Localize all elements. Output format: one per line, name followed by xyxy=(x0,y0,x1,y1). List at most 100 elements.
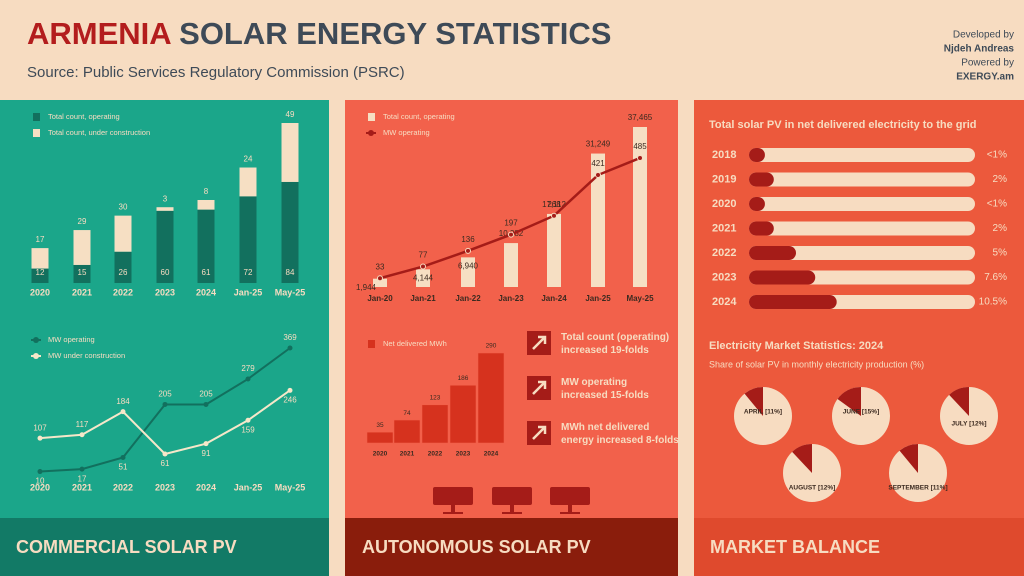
data-label: 91 xyxy=(202,449,211,458)
bar-segment xyxy=(114,215,132,252)
chart-subtitle: Share of solar PV in monthly electricity… xyxy=(709,359,924,369)
legend-label: MW under construction xyxy=(48,351,125,360)
point xyxy=(287,387,293,393)
data-label: 77 xyxy=(419,251,428,260)
bar xyxy=(504,243,518,287)
legend-label: Total count, operating xyxy=(383,112,455,121)
data-label: 184 xyxy=(116,397,130,406)
point xyxy=(637,155,643,161)
pie-slice xyxy=(792,444,812,473)
data-label: 24 xyxy=(244,155,253,164)
bar-track xyxy=(749,197,975,211)
x-tick-label: 2023 xyxy=(155,287,175,297)
data-label: 17 xyxy=(36,235,45,244)
panel-footer xyxy=(345,518,678,576)
point xyxy=(203,441,209,447)
data-label: 60 xyxy=(161,268,170,277)
data-label: 159 xyxy=(241,425,255,434)
point xyxy=(420,263,426,270)
data-label: 10 xyxy=(36,477,45,486)
panel-footer xyxy=(694,518,1024,576)
x-tick-label: 2020 xyxy=(30,482,50,492)
bar xyxy=(421,404,449,444)
point xyxy=(551,212,557,219)
x-tick-label: Jan-22 xyxy=(455,294,481,303)
point xyxy=(377,275,383,282)
title-part: ARMENIA xyxy=(27,16,171,51)
data-label: 10.5% xyxy=(979,297,1007,308)
y-tick-label: 2024 xyxy=(712,296,737,308)
pie-label: SEPTEMBER [11%] xyxy=(888,485,947,492)
fact-arrow xyxy=(532,425,547,440)
bar-segment xyxy=(197,199,215,210)
point xyxy=(120,409,126,415)
data-label: 15 xyxy=(78,268,87,277)
data-label: <1% xyxy=(987,150,1007,161)
solar-icons xyxy=(433,487,590,514)
x-tick-label: 2023 xyxy=(155,482,175,492)
x-tick-label: 2024 xyxy=(196,482,216,492)
bar-segment xyxy=(239,196,257,283)
data-label: 107 xyxy=(33,423,47,432)
data-label: 290 xyxy=(486,343,497,350)
title-part: SOLAR ENERGY STATISTICS xyxy=(179,16,611,51)
data-label: 26 xyxy=(119,268,128,277)
point xyxy=(245,417,251,423)
key-fact: Total count (operating) increased 19-fold… xyxy=(561,332,669,356)
bar xyxy=(749,148,765,162)
data-label: 117 xyxy=(76,420,89,429)
y-tick-label: 2018 xyxy=(712,149,736,161)
point xyxy=(245,376,251,382)
bar xyxy=(449,385,477,444)
data-label: 51 xyxy=(119,463,128,472)
bar-segment xyxy=(239,167,257,197)
x-tick-label: Jan-25 xyxy=(234,287,263,297)
x-tick-label: Jan-21 xyxy=(410,294,436,303)
pie-label: APRIL [11%] xyxy=(744,409,782,416)
pie-label: JUNE [15%] xyxy=(843,409,879,416)
x-tick-label: Jan-24 xyxy=(541,294,567,303)
pie-slice xyxy=(949,387,969,416)
data-label: 37,465 xyxy=(628,113,653,122)
x-tick-label: 2021 xyxy=(400,451,415,458)
y-tick-label: 2023 xyxy=(712,271,736,283)
data-label: 6,940 xyxy=(458,261,479,270)
point xyxy=(287,345,293,351)
bar xyxy=(749,270,816,285)
data-label: 7.6% xyxy=(984,272,1007,283)
bar xyxy=(749,172,774,187)
bar-track xyxy=(749,172,975,187)
x-tick-label: 2024 xyxy=(196,287,216,297)
point xyxy=(162,451,168,457)
x-tick-label: 2023 xyxy=(456,451,471,458)
credit: Developed by xyxy=(953,30,1014,41)
x-tick-label: 2020 xyxy=(30,287,50,297)
data-label: 61 xyxy=(202,268,211,277)
data-label: 205 xyxy=(199,390,213,399)
bar xyxy=(749,221,774,236)
data-label: 35 xyxy=(376,422,384,429)
point xyxy=(595,172,601,179)
data-label: 268 xyxy=(547,200,561,209)
bar xyxy=(416,269,430,287)
y-tick-label: 2019 xyxy=(712,173,736,185)
data-label: 2% xyxy=(993,223,1008,234)
y-tick-label: 2022 xyxy=(712,247,736,259)
data-label: 74 xyxy=(403,410,411,417)
legend-label: MW operating xyxy=(48,335,95,344)
data-label: 1,944 xyxy=(356,283,377,292)
data-label: 8 xyxy=(204,187,209,196)
pie-label: JULY [12%] xyxy=(951,421,986,428)
data-label: 369 xyxy=(283,333,297,342)
bar xyxy=(749,246,796,260)
data-label: 136 xyxy=(461,235,475,244)
point xyxy=(203,401,209,407)
legend-label: Net delivered MWh xyxy=(383,339,447,348)
legend-swatch xyxy=(33,337,39,343)
x-tick-label: Jan-25 xyxy=(234,482,263,492)
x-tick-label: May-25 xyxy=(626,294,654,303)
point xyxy=(79,466,85,472)
data-label: 29 xyxy=(78,217,87,226)
bar xyxy=(591,153,605,287)
